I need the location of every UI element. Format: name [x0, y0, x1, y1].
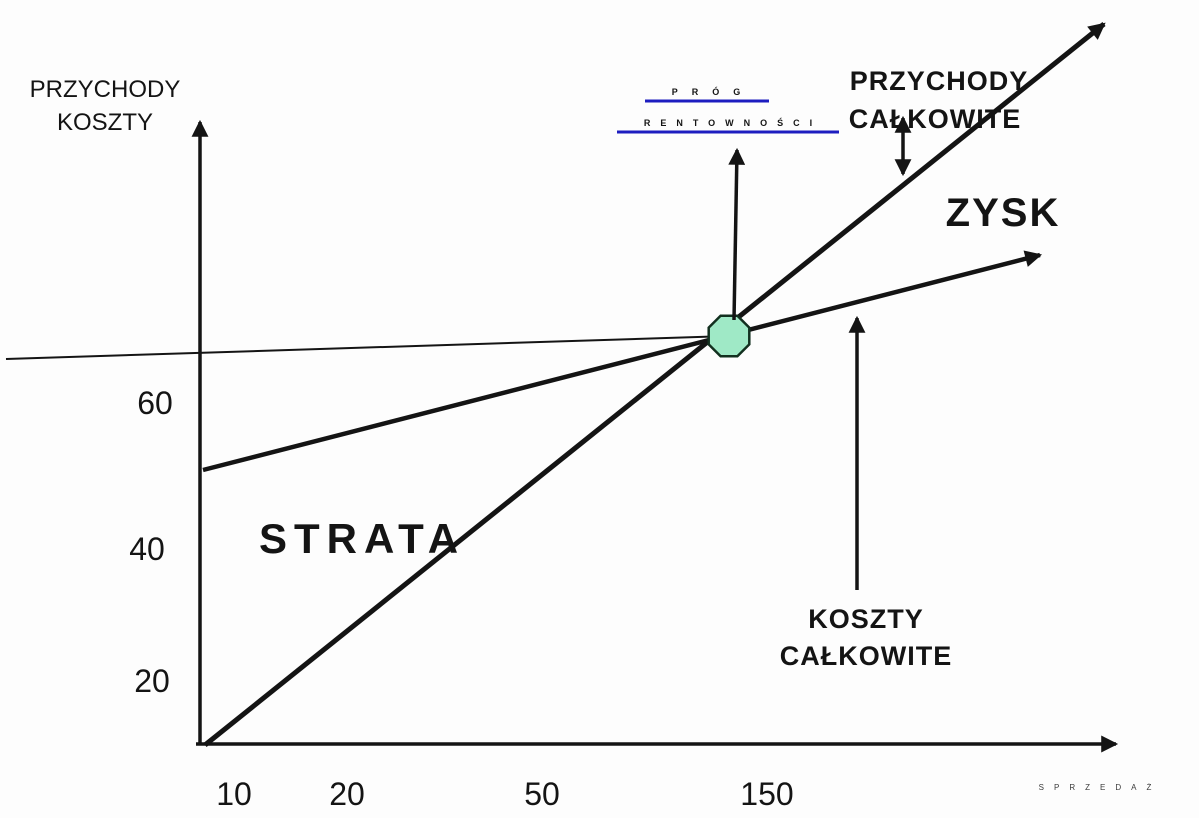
y-tick-20: 20 — [134, 663, 170, 699]
y-tick-40: 40 — [129, 531, 165, 567]
y-tick-60: 60 — [137, 385, 173, 421]
total-revenue-line — [203, 22, 1106, 747]
x-axis-caption: SPRZEDAŻ — [1039, 783, 1162, 792]
breakeven-caption-line2: RENTOWNOŚCI — [644, 117, 822, 128]
x-tick-20: 20 — [329, 776, 365, 812]
total-cost-line — [202, 250, 1043, 473]
profit-zone-label: ZYSK — [946, 191, 1061, 235]
x-tick-150: 150 — [740, 776, 793, 812]
breakeven-pointer-arrow — [728, 147, 746, 321]
y-axis-title-line1: PRZYCHODY — [30, 76, 181, 103]
y-axis-title-line2: KOSZTY — [57, 109, 153, 136]
breakeven-caption-line1: PRÓG — [672, 86, 755, 97]
loss-zone-label: STRATA — [259, 515, 465, 562]
x-tick-50: 50 — [524, 776, 560, 812]
total-revenue-label-line2: CAŁKOWITE — [849, 104, 1021, 134]
breakeven-level-line — [5, 335, 730, 360]
total-cost-label-line2: CAŁKOWITE — [780, 641, 952, 671]
total-cost-label-line1: KOSZTY — [808, 604, 924, 634]
x-tick-10: 10 — [216, 776, 252, 812]
total-revenue-label-line1: PRZYCHODY — [850, 66, 1029, 96]
breakeven-point-marker — [707, 314, 751, 358]
